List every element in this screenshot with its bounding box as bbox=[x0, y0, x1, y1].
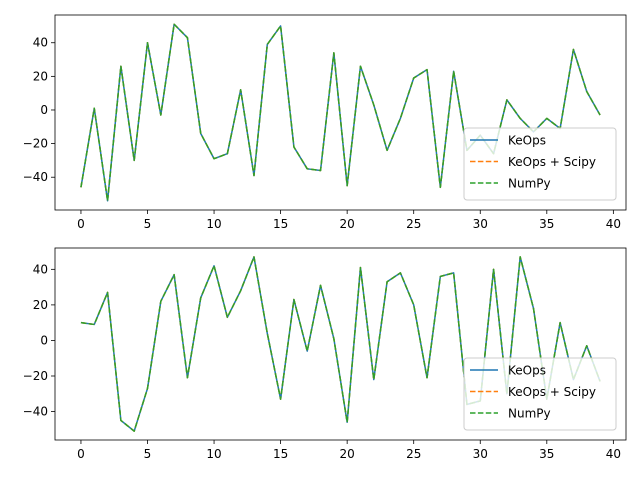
x-tick-label: 40 bbox=[606, 447, 621, 461]
axes-frame bbox=[54, 247, 627, 441]
legend-label: KeOps bbox=[508, 134, 546, 148]
y-tick-label: 0 bbox=[40, 103, 48, 117]
x-tick-label: 30 bbox=[473, 217, 488, 231]
y-tick-label: 20 bbox=[33, 69, 48, 83]
legend-label: KeOps + Scipy bbox=[508, 155, 596, 169]
y-tick-label: −20 bbox=[23, 369, 48, 383]
x-tick-label: 35 bbox=[539, 447, 554, 461]
x-tick-label: 20 bbox=[340, 217, 355, 231]
series-line-numpy bbox=[80, 256, 601, 432]
series-line-numpy bbox=[80, 23, 601, 202]
x-tick-label: 10 bbox=[206, 217, 221, 231]
y-tick-label: 40 bbox=[33, 262, 48, 276]
y-tick-label: 20 bbox=[33, 298, 48, 312]
y-tick-label: −40 bbox=[23, 170, 48, 184]
legend: KeOps KeOps + Scipy NumPy bbox=[463, 127, 617, 201]
y-tick-label: 0 bbox=[40, 333, 48, 347]
x-tick-label: 40 bbox=[606, 217, 621, 231]
x-tick-label: 30 bbox=[473, 447, 488, 461]
legend-box bbox=[463, 127, 617, 201]
x-tick-label: 35 bbox=[539, 217, 554, 231]
legend-label: NumPy bbox=[508, 177, 551, 191]
legend: KeOps KeOps + Scipy NumPy bbox=[463, 357, 617, 431]
x-tick-label: 15 bbox=[273, 217, 288, 231]
y-tick-label: 40 bbox=[33, 36, 48, 50]
x-tick-label: 5 bbox=[144, 217, 152, 231]
legend-box bbox=[463, 357, 617, 431]
x-tick-label: 25 bbox=[406, 447, 421, 461]
y-tick-label: −20 bbox=[23, 137, 48, 151]
legend-label: KeOps + Scipy bbox=[508, 385, 596, 399]
x-tick-label: 25 bbox=[406, 217, 421, 231]
x-tick-label: 15 bbox=[273, 447, 288, 461]
y-tick-label: −40 bbox=[23, 405, 48, 419]
chart-panel-2: 0 5 10 15 20 25 30 35 40 −40 −20 0 20 40 KeOps KeOps + … bbox=[23, 247, 627, 461]
x-tick-label: 0 bbox=[77, 217, 85, 231]
chart-panel-1: 0 5 10 15 20 25 30 35 40 −40 −20 0 20 40 KeOps KeOps + … bbox=[23, 14, 627, 231]
legend-label: NumPy bbox=[508, 407, 551, 421]
x-tick-label: 10 bbox=[206, 447, 221, 461]
legend-label: KeOps bbox=[508, 364, 546, 378]
x-tick-label: 20 bbox=[340, 447, 355, 461]
x-tick-label: 5 bbox=[144, 447, 152, 461]
x-tick-label: 0 bbox=[77, 447, 85, 461]
axes-frame bbox=[54, 14, 627, 211]
